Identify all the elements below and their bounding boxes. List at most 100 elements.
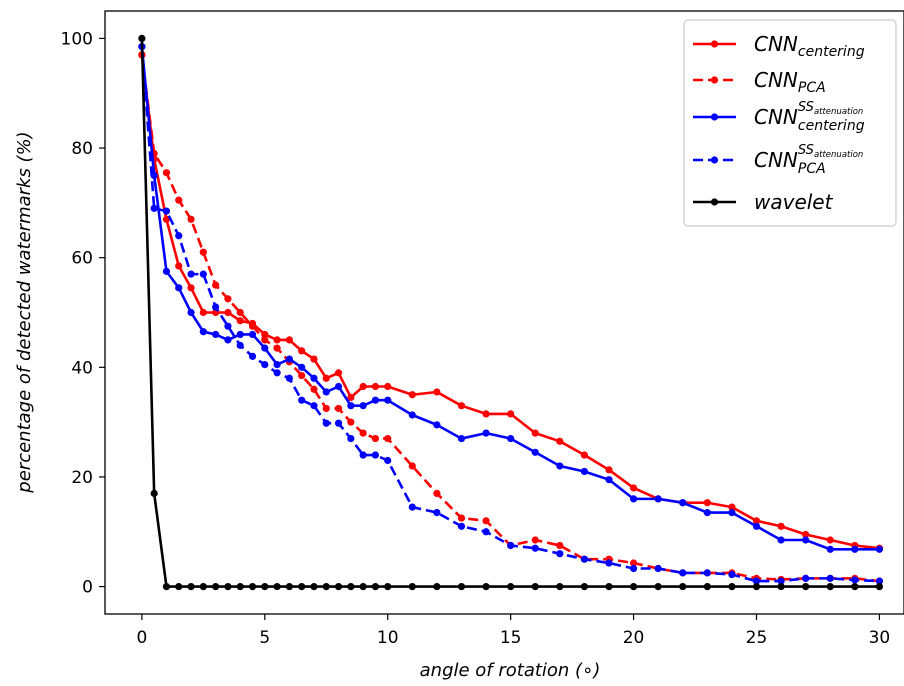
data-point <box>150 204 158 212</box>
legend-entry-label: CNNSSattenuation <box>754 143 863 172</box>
data-point <box>236 330 244 339</box>
data-point <box>150 489 158 497</box>
data-point <box>298 396 306 404</box>
x-tick-label: 30 <box>869 628 891 648</box>
data-point <box>322 388 330 396</box>
data-point <box>826 536 834 544</box>
data-point <box>199 270 207 278</box>
data-point <box>310 582 318 591</box>
legend-marker <box>710 40 719 48</box>
data-point <box>531 536 539 544</box>
data-point <box>261 344 269 352</box>
data-point <box>752 577 761 585</box>
data-point <box>556 550 564 558</box>
legend-entry-label: CNNPCA <box>754 68 826 96</box>
data-point <box>310 355 318 363</box>
data-point <box>556 437 564 445</box>
data-point <box>531 429 539 437</box>
y-axis-label: percentage of detected watermarks (%) <box>14 131 35 493</box>
data-point <box>457 582 466 591</box>
data-point <box>679 582 687 591</box>
data-point <box>236 317 244 325</box>
data-point <box>507 582 515 591</box>
data-point <box>199 582 207 591</box>
data-point <box>199 328 207 336</box>
data-point <box>457 522 466 530</box>
data-point <box>531 582 539 591</box>
y-tick-label: 40 <box>71 358 93 378</box>
data-point <box>629 582 638 591</box>
data-point <box>371 434 380 443</box>
data-point <box>334 419 343 427</box>
data-point <box>654 582 662 591</box>
data-point <box>212 330 220 339</box>
data-point <box>347 434 355 443</box>
data-point <box>248 582 257 591</box>
data-point <box>605 582 613 591</box>
data-point <box>298 363 306 371</box>
data-point <box>322 374 330 382</box>
data-point <box>261 336 269 344</box>
legend-entry-label: wavelet <box>754 190 834 214</box>
data-point <box>777 577 785 585</box>
data-point <box>605 476 613 484</box>
data-point <box>261 360 269 369</box>
data-point <box>703 508 711 517</box>
data-point <box>175 582 183 591</box>
data-point <box>384 456 392 465</box>
data-point <box>347 582 355 591</box>
data-point <box>175 196 183 204</box>
x-tick-label: 5 <box>259 628 270 648</box>
data-point <box>802 582 810 591</box>
data-point <box>224 295 232 303</box>
data-point <box>654 564 662 573</box>
data-point <box>248 322 257 330</box>
data-point <box>322 419 330 427</box>
y-tick-label: 80 <box>71 139 93 159</box>
data-point <box>728 508 736 517</box>
data-point <box>273 344 281 352</box>
data-point <box>236 582 244 591</box>
data-point <box>285 355 293 363</box>
data-point <box>285 374 293 382</box>
data-point <box>728 503 736 511</box>
data-point <box>322 404 330 413</box>
data-point <box>629 484 638 492</box>
data-point <box>384 396 392 404</box>
axes-frame <box>104 10 904 615</box>
data-point <box>752 522 761 530</box>
data-point <box>285 582 293 591</box>
data-point <box>212 582 220 591</box>
data-point <box>875 545 884 553</box>
data-point <box>482 528 490 536</box>
data-point <box>777 522 785 530</box>
legend-marker <box>710 198 719 206</box>
data-point <box>187 284 195 292</box>
data-point <box>224 582 232 591</box>
data-point <box>334 582 343 591</box>
data-point <box>802 574 810 582</box>
data-point <box>273 582 281 591</box>
data-point <box>236 308 244 317</box>
y-tick-label: 60 <box>71 249 93 269</box>
legend-marker <box>710 76 719 84</box>
y-tick-label: 100 <box>61 29 93 49</box>
data-point <box>875 582 884 591</box>
data-point <box>187 308 195 317</box>
data-point <box>457 402 466 410</box>
data-point <box>482 582 490 591</box>
data-point <box>187 215 195 223</box>
data-point <box>261 330 269 339</box>
data-point <box>371 396 380 404</box>
data-point <box>359 382 367 391</box>
data-point <box>371 582 380 591</box>
data-point <box>334 382 343 391</box>
data-point <box>507 410 515 418</box>
data-point <box>359 582 367 591</box>
legend-entry-label: CNNcentering <box>754 32 865 60</box>
data-point <box>384 434 392 443</box>
data-point <box>175 232 183 240</box>
data-point <box>371 451 380 459</box>
data-point <box>580 582 589 591</box>
